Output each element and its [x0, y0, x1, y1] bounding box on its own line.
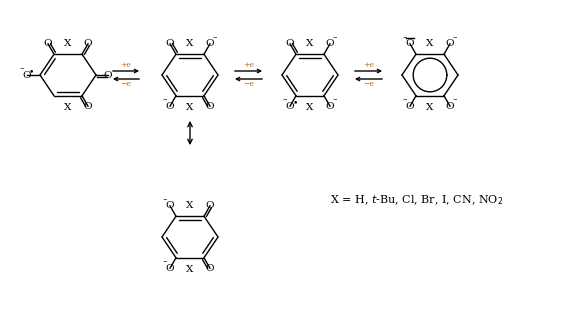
Text: +e: +e — [121, 61, 132, 69]
Text: X: X — [186, 200, 194, 210]
Text: O: O — [166, 201, 175, 210]
Text: O: O — [44, 39, 52, 48]
Text: O: O — [166, 102, 175, 111]
Text: $^{-}$: $^{-}$ — [162, 97, 168, 105]
Text: −e: −e — [121, 80, 132, 88]
Text: O: O — [286, 39, 294, 48]
Text: O: O — [206, 102, 215, 111]
Text: O: O — [166, 264, 175, 273]
Text: O: O — [104, 70, 113, 80]
Text: X: X — [186, 39, 194, 47]
Text: X: X — [426, 102, 434, 112]
Text: $^{-}$: $^{-}$ — [162, 259, 168, 267]
Text: $^{-}$: $^{-}$ — [162, 197, 168, 205]
Text: −e: −e — [243, 80, 254, 88]
Text: O: O — [23, 70, 31, 80]
Text: −e: −e — [363, 80, 374, 88]
Text: O: O — [84, 102, 92, 111]
Text: O: O — [326, 39, 334, 48]
Text: X: X — [306, 39, 314, 47]
Text: $^{-}$: $^{-}$ — [332, 97, 338, 105]
Text: $^{-}$: $^{-}$ — [332, 35, 338, 43]
Text: O: O — [84, 39, 92, 48]
Text: $^{-}$: $^{-}$ — [452, 35, 458, 43]
Text: O: O — [206, 39, 215, 48]
Text: O: O — [445, 39, 454, 48]
Text: X: X — [186, 102, 194, 112]
Text: O: O — [286, 102, 294, 111]
Text: O: O — [206, 264, 215, 273]
Text: $^{-}$: $^{-}$ — [212, 35, 218, 43]
Text: O: O — [166, 39, 175, 48]
Text: O: O — [445, 102, 454, 111]
Text: $^{-}$: $^{-}$ — [402, 97, 408, 105]
Text: $^{-}$: $^{-}$ — [452, 97, 458, 105]
Text: $^{-}$: $^{-}$ — [402, 35, 408, 43]
Text: O: O — [405, 39, 414, 48]
Text: •: • — [292, 99, 298, 108]
Text: •: • — [28, 68, 34, 76]
Text: X = H, $\mathit{t}$-Bu, Cl, Br, I, CN, NO$_2$: X = H, $\mathit{t}$-Bu, Cl, Br, I, CN, N… — [330, 193, 503, 207]
Text: X: X — [186, 264, 194, 274]
Text: X: X — [426, 39, 434, 47]
Text: O: O — [206, 201, 215, 210]
Text: +e: +e — [243, 61, 254, 69]
Text: X: X — [64, 39, 72, 47]
Text: +e: +e — [363, 61, 374, 69]
Text: $^{-}$: $^{-}$ — [19, 66, 25, 74]
Text: X: X — [64, 102, 72, 112]
Text: X: X — [306, 102, 314, 112]
Text: O: O — [405, 102, 414, 111]
Text: $^{-}$: $^{-}$ — [282, 97, 288, 105]
Text: O: O — [326, 102, 334, 111]
